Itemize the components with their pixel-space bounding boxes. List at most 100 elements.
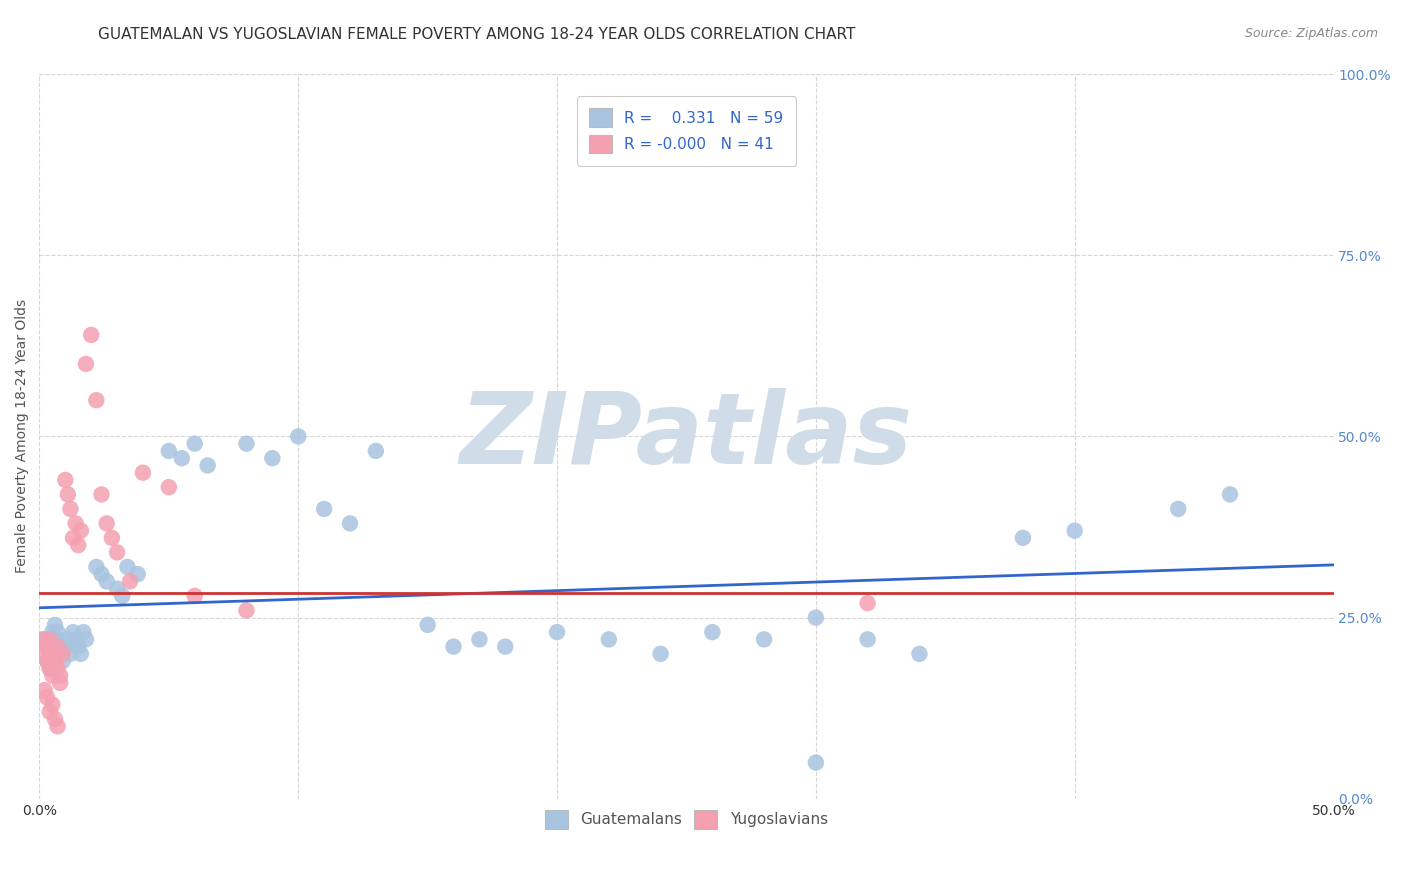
Point <box>44 654 66 668</box>
Point <box>1167 502 1189 516</box>
Point <box>314 502 336 516</box>
Point <box>65 516 87 531</box>
Point <box>52 647 75 661</box>
Point <box>62 625 84 640</box>
Point <box>86 560 108 574</box>
Point <box>67 640 90 654</box>
Legend: Guatemalans, Yugoslavians: Guatemalans, Yugoslavians <box>538 804 834 835</box>
Point <box>65 632 87 647</box>
Point <box>72 625 94 640</box>
Point <box>650 647 672 661</box>
Point <box>157 444 180 458</box>
Text: ZIPatlas: ZIPatlas <box>460 388 912 485</box>
Point <box>80 328 103 343</box>
Point <box>59 647 82 661</box>
Point <box>37 640 59 654</box>
Point <box>52 654 75 668</box>
Point <box>37 654 59 668</box>
Point <box>46 625 69 640</box>
Point <box>34 632 56 647</box>
Point <box>41 668 63 682</box>
Point <box>49 676 72 690</box>
Point <box>41 632 63 647</box>
Point <box>37 654 59 668</box>
Point <box>90 567 112 582</box>
Point <box>46 719 69 733</box>
Point <box>53 473 76 487</box>
Point <box>804 610 827 624</box>
Point <box>46 632 69 647</box>
Point <box>127 567 149 582</box>
Point <box>44 618 66 632</box>
Point <box>468 632 491 647</box>
Point <box>38 705 60 719</box>
Point <box>96 516 118 531</box>
Point <box>183 589 205 603</box>
Point <box>49 647 72 661</box>
Point <box>96 574 118 589</box>
Point <box>37 690 59 705</box>
Point <box>41 625 63 640</box>
Point <box>34 647 56 661</box>
Point <box>1063 524 1085 538</box>
Point <box>287 429 309 443</box>
Point <box>59 502 82 516</box>
Point <box>86 393 108 408</box>
Point <box>132 466 155 480</box>
Point <box>67 538 90 552</box>
Point <box>170 451 193 466</box>
Point <box>856 632 879 647</box>
Point <box>262 451 284 466</box>
Point <box>702 625 724 640</box>
Point <box>46 661 69 675</box>
Point <box>157 480 180 494</box>
Point <box>235 436 257 450</box>
Point <box>56 632 79 647</box>
Point <box>44 654 66 668</box>
Point <box>62 531 84 545</box>
Point <box>339 516 361 531</box>
Point <box>38 647 60 661</box>
Point <box>235 603 257 617</box>
Point <box>105 545 128 559</box>
Point <box>38 661 60 675</box>
Point <box>183 436 205 450</box>
Point <box>117 560 139 574</box>
Point <box>908 647 931 661</box>
Text: Source: ZipAtlas.com: Source: ZipAtlas.com <box>1244 27 1378 40</box>
Point <box>197 458 219 473</box>
Point <box>41 647 63 661</box>
Point <box>37 640 59 654</box>
Point <box>1012 531 1035 545</box>
Point <box>494 640 516 654</box>
Point <box>105 582 128 596</box>
Point <box>69 647 91 661</box>
Point <box>856 596 879 610</box>
Point <box>53 640 76 654</box>
Point <box>49 668 72 682</box>
Point <box>44 712 66 726</box>
Point <box>44 640 66 654</box>
Point <box>38 661 60 675</box>
Point <box>56 487 79 501</box>
Point <box>41 698 63 712</box>
Point <box>804 756 827 770</box>
Point <box>90 487 112 501</box>
Point <box>598 632 620 647</box>
Point <box>31 632 53 647</box>
Point <box>69 524 91 538</box>
Point <box>546 625 568 640</box>
Point <box>49 647 72 661</box>
Text: GUATEMALAN VS YUGOSLAVIAN FEMALE POVERTY AMONG 18-24 YEAR OLDS CORRELATION CHART: GUATEMALAN VS YUGOSLAVIAN FEMALE POVERTY… <box>98 27 856 42</box>
Point <box>1219 487 1241 501</box>
Point <box>75 632 97 647</box>
Point <box>111 589 134 603</box>
Point <box>416 618 439 632</box>
Point <box>34 683 56 698</box>
Point <box>38 632 60 647</box>
Point <box>41 647 63 661</box>
Point <box>118 574 141 589</box>
Point <box>75 357 97 371</box>
Point <box>364 444 387 458</box>
Point <box>752 632 775 647</box>
